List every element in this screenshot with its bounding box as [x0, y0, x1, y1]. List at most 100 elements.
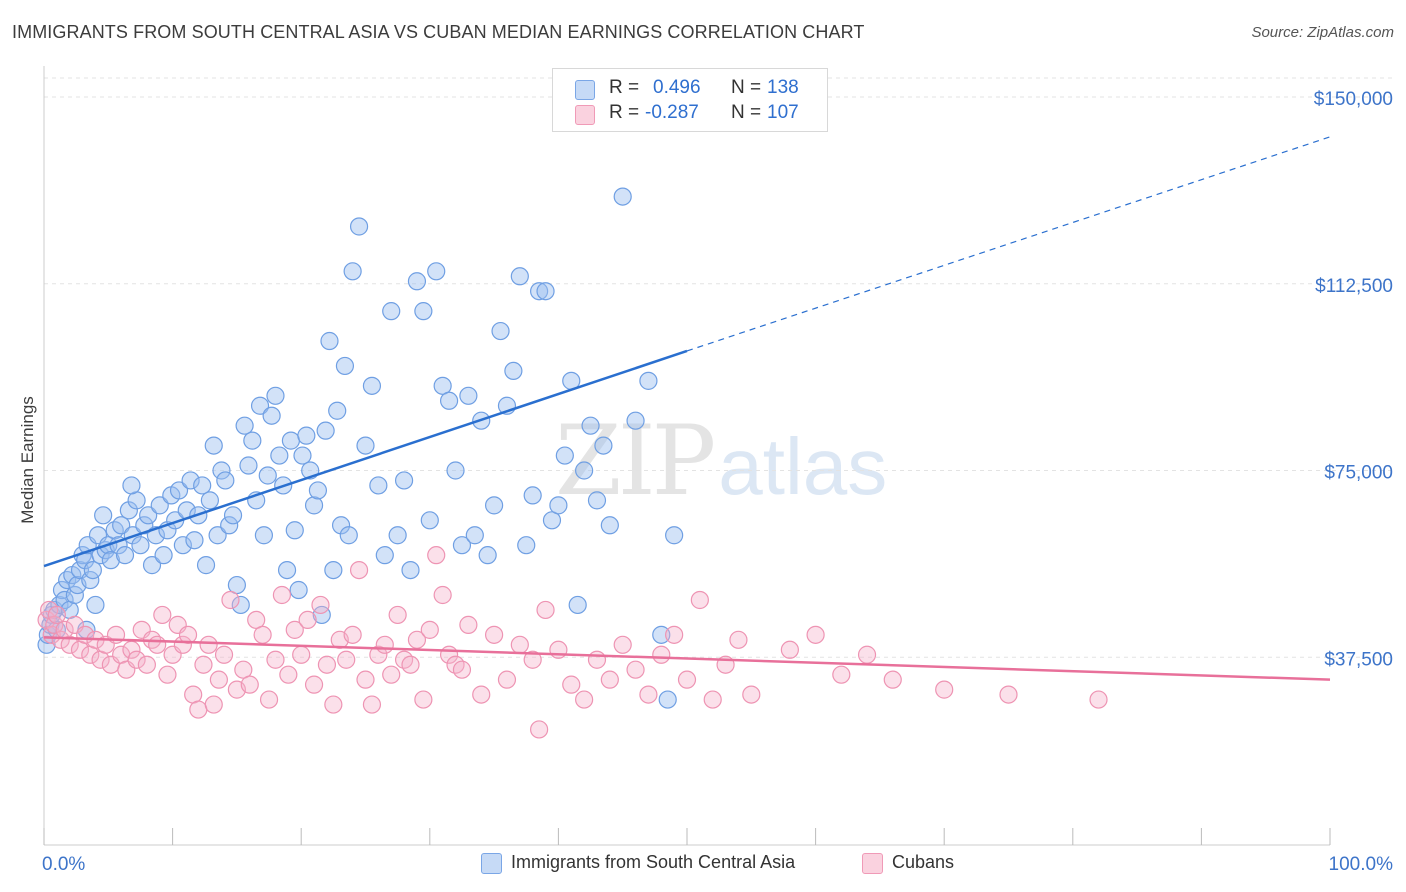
data-point-cubans [60, 635, 79, 654]
data-point-cubans [407, 630, 427, 649]
data-point-south-central-asia [112, 516, 131, 535]
data-point-cubans [317, 655, 337, 674]
data-point-cubans [356, 670, 375, 689]
data-point-cubans [285, 620, 304, 639]
data-point-cubans [1089, 690, 1108, 709]
data-point-south-central-asia [122, 476, 141, 495]
data-point-south-central-asia [142, 556, 162, 575]
data-point-south-central-asia [139, 506, 158, 525]
data-point-south-central-asia [304, 496, 324, 515]
data-point-cubans [626, 660, 645, 679]
data-point-cubans [362, 695, 382, 714]
data-point-south-central-asia [427, 262, 446, 281]
data-point-cubans [214, 645, 234, 664]
bottom-legend-label: Immigrants from South Central Asia [511, 852, 796, 872]
data-point-cubans [247, 610, 266, 630]
data-point-south-central-asia [254, 526, 274, 545]
data-point-south-central-asia [169, 481, 189, 500]
data-point-south-central-asia [439, 391, 459, 410]
data-point-cubans [613, 635, 632, 654]
data-point-cubans [148, 635, 167, 654]
data-point-cubans [639, 685, 658, 704]
data-point-south-central-asia [320, 331, 339, 351]
data-point-south-central-asia [335, 356, 355, 376]
watermark: ZIPatlas [555, 405, 887, 517]
x-tick-label: 100.0% [1329, 854, 1394, 875]
data-point-cubans [209, 670, 228, 689]
x-tick-label: 0.0% [42, 854, 85, 875]
data-point-cubans [510, 635, 529, 654]
data-point-cubans [221, 590, 240, 610]
data-point-south-central-asia [223, 506, 243, 525]
data-point-cubans [240, 675, 259, 694]
data-point-south-central-asia [258, 466, 277, 485]
data-point-south-central-asia [375, 546, 394, 565]
data-point-south-central-asia [328, 401, 347, 420]
data-point-cubans [857, 645, 877, 664]
data-point-cubans [690, 590, 709, 610]
data-point-south-central-asia [235, 416, 254, 435]
data-point-cubans [575, 690, 594, 709]
data-point-cubans [292, 645, 311, 664]
y-tick-label: $150,000 [1314, 89, 1393, 110]
data-point-south-central-asia [420, 511, 439, 530]
data-point-cubans [652, 645, 671, 664]
watermark-atlas: atlas [718, 422, 888, 511]
data-point-cubans [272, 585, 292, 605]
data-point-cubans [420, 620, 439, 639]
data-point-cubans [729, 630, 748, 649]
data-point-cubans [742, 685, 761, 704]
data-point-south-central-asia [568, 595, 587, 615]
data-point-south-central-asia [293, 446, 312, 465]
legend-swatch-blue [575, 80, 595, 100]
data-point-south-central-asia [297, 426, 316, 445]
data-point-cubans [343, 625, 362, 644]
data-point-cubans [459, 615, 478, 634]
correlation-legend: R = 0.496 N = 138 R = -0.287 N = 107 [552, 68, 828, 132]
data-point-cubans [204, 695, 223, 714]
data-point-cubans [199, 635, 218, 654]
data-point-south-central-asia [212, 461, 231, 480]
data-point-south-central-asia [227, 575, 246, 595]
data-point-cubans [388, 605, 407, 625]
data-point-south-central-asia [658, 690, 677, 709]
data-point-cubans [485, 625, 504, 644]
data-point-south-central-asia [581, 416, 600, 435]
data-point-south-central-asia [485, 496, 504, 515]
data-point-south-central-asia [115, 546, 135, 565]
data-point-south-central-asia [639, 371, 658, 390]
data-point-south-central-asia [119, 501, 138, 520]
data-point-south-central-asia [193, 476, 212, 495]
data-point-cubans [414, 690, 433, 709]
data-point-south-central-asia [600, 516, 619, 535]
data-point-cubans [194, 655, 213, 674]
data-point-south-central-asia [196, 556, 216, 575]
data-point-cubans [127, 650, 146, 669]
data-point-south-central-asia [382, 302, 401, 321]
chart-source: Source: ZipAtlas.com [1251, 24, 1394, 41]
data-point-south-central-asia [626, 411, 645, 430]
legend-r-label: R = [609, 77, 640, 98]
data-point-south-central-asia [204, 436, 223, 455]
data-point-south-central-asia [154, 546, 173, 565]
data-point-south-central-asia [349, 217, 369, 236]
legend-n-value: 107 [767, 102, 799, 123]
data-point-cubans [382, 665, 401, 684]
data-point-cubans [279, 665, 298, 684]
data-point-cubans [298, 610, 317, 630]
data-point-south-central-asia [510, 267, 529, 286]
data-point-south-central-asia [401, 560, 420, 580]
data-point-south-central-asia [150, 496, 169, 515]
data-point-south-central-asia [243, 431, 262, 450]
data-point-south-central-asia [216, 471, 235, 490]
data-point-cubans [549, 640, 568, 659]
data-point-south-central-asia [181, 471, 200, 490]
data-point-south-central-asia [131, 536, 150, 555]
data-point-south-central-asia [665, 526, 684, 545]
data-point-south-central-asia [575, 461, 594, 480]
data-point-south-central-asia [407, 272, 427, 291]
data-point-south-central-asia [316, 421, 335, 440]
data-point-south-central-asia [285, 521, 304, 540]
data-point-cubans [935, 680, 954, 699]
